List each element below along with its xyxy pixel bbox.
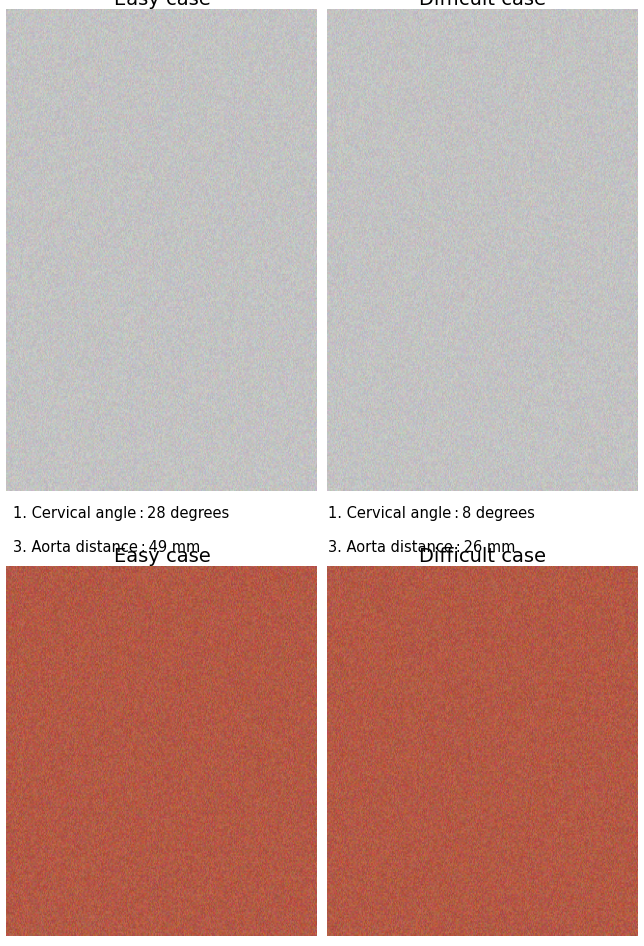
Text: 1. Cervical angle : 8 degrees: 1. Cervical angle : 8 degrees <box>328 506 535 521</box>
Title: Difficult case: Difficult case <box>419 0 545 9</box>
Title: Easy case: Easy case <box>113 547 210 566</box>
Title: Easy case: Easy case <box>113 0 210 9</box>
Text: 3. Aorta distance : 49 mm: 3. Aorta distance : 49 mm <box>13 540 200 554</box>
Text: 3. Aorta distance : 26 mm: 3. Aorta distance : 26 mm <box>328 540 516 554</box>
Title: Difficult case: Difficult case <box>419 547 545 566</box>
Text: 1. Cervical angle : 28 degrees: 1. Cervical angle : 28 degrees <box>13 506 229 521</box>
